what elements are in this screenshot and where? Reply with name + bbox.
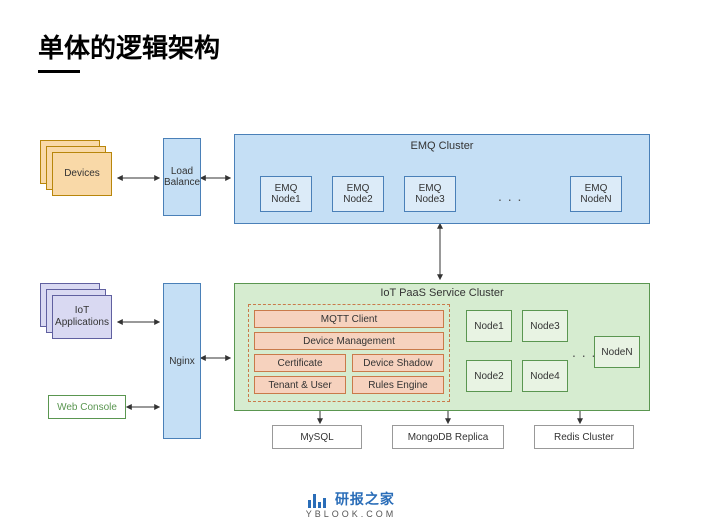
paas-title: IoT PaaS Service Cluster (234, 287, 650, 299)
paas-node-1: Node2 (466, 360, 512, 392)
emq-cluster-title: EMQ Cluster (234, 140, 650, 152)
micro-1: Device Management (254, 332, 444, 350)
load-balance-box: Load Balance (163, 138, 201, 216)
emq-dots: . . . (498, 188, 522, 204)
paas-node-0: Node1 (466, 310, 512, 342)
emq-node-0: EMQ Node1 (260, 176, 312, 212)
paas-node-4: NodeN (594, 336, 640, 368)
micro-2: Certificate (254, 354, 346, 372)
db-0: MySQL (272, 425, 362, 449)
db-1: MongoDB Replica (392, 425, 504, 449)
paas-node-3: Node4 (522, 360, 568, 392)
micro-3: Device Shadow (352, 354, 444, 372)
micro-4: Tenant & User (254, 376, 346, 394)
footer-logo: 研报之家 YBLOOK.COM (0, 489, 702, 519)
micro-0: MQTT Client (254, 310, 444, 328)
diagram-canvas: DevicesIoT ApplicationsWeb ConsoleLoad B… (0, 0, 702, 527)
logo-subtext: YBLOOK.COM (0, 509, 702, 519)
logo-bars-icon (307, 492, 327, 508)
emq-node-1: EMQ Node2 (332, 176, 384, 212)
paas-dots: . . . (572, 344, 596, 360)
paas-node-2: Node3 (522, 310, 568, 342)
db-2: Redis Cluster (534, 425, 634, 449)
micro-5: Rules Engine (352, 376, 444, 394)
emq-node-3: EMQ NodeN (570, 176, 622, 212)
nginx-box: Nginx (163, 283, 201, 439)
web-console-box: Web Console (48, 395, 126, 419)
emq-node-2: EMQ Node3 (404, 176, 456, 212)
logo-text: 研报之家 (335, 491, 395, 507)
